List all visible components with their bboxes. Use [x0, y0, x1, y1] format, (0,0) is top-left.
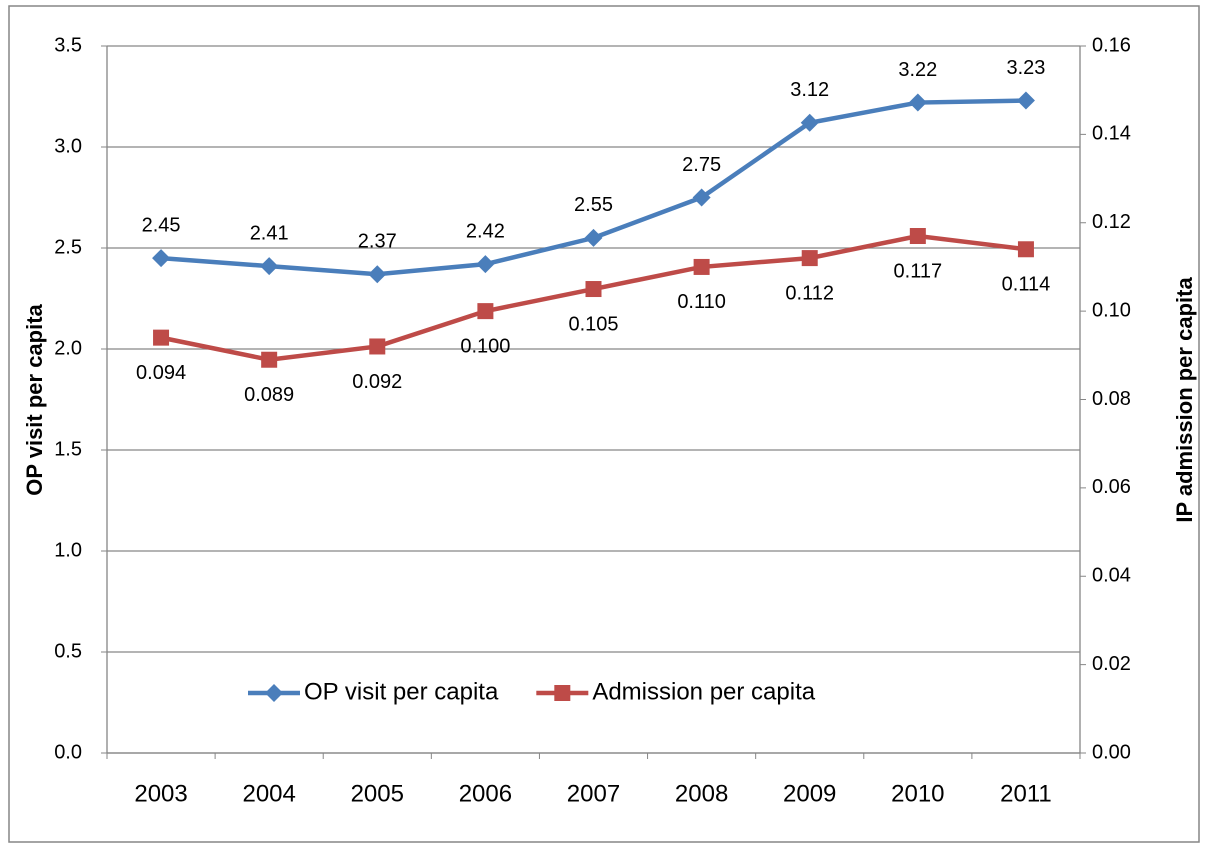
- data-label: 0.110: [677, 291, 726, 313]
- x-tick-label: 2008: [675, 780, 728, 807]
- y2-tick-label: 0.08: [1092, 388, 1131, 410]
- data-point: [801, 250, 818, 267]
- data-point: [692, 188, 711, 207]
- y-tick-label: 2.0: [54, 337, 82, 359]
- data-label: 2.41: [250, 222, 289, 244]
- legend-marker: [265, 684, 283, 702]
- data-label: 0.094: [136, 362, 186, 384]
- y-tick-label: 3.0: [54, 135, 82, 157]
- data-point: [260, 257, 279, 276]
- y2-tick-label: 0.00: [1092, 741, 1131, 763]
- y2-tick-label: 0.12: [1092, 211, 1131, 233]
- data-point: [909, 228, 926, 245]
- data-label: 0.089: [244, 384, 294, 406]
- data-label: 3.22: [898, 59, 937, 81]
- data-label: 2.75: [682, 154, 721, 176]
- x-tick-label: 2006: [459, 780, 512, 807]
- data-point: [368, 265, 387, 284]
- data-point: [152, 249, 171, 268]
- data-point: [369, 338, 386, 355]
- data-point: [1017, 241, 1034, 258]
- y-tick-label: 0.0: [54, 741, 82, 763]
- data-label: 0.092: [352, 371, 402, 393]
- y2-tick-label: 0.06: [1092, 476, 1131, 498]
- y2-tick-label: 0.10: [1092, 299, 1131, 321]
- y2-tick-label: 0.16: [1092, 34, 1131, 56]
- x-tick-label: 2011: [1000, 780, 1052, 807]
- legend-label: OP visit per capita: [304, 678, 499, 705]
- y-tick-label: 3.5: [54, 34, 82, 56]
- data-label: 0.114: [1002, 274, 1051, 296]
- x-tick-label: 2009: [783, 780, 836, 807]
- chart-frame: [8, 5, 1200, 843]
- data-label: 0.100: [460, 335, 510, 357]
- y-tick-label: 1.0: [54, 539, 82, 561]
- y2-tick-label: 0.02: [1092, 653, 1131, 675]
- data-label: 3.12: [790, 79, 829, 101]
- data-label: 2.42: [466, 220, 505, 242]
- y2-axis-title: IP admission per capita: [1172, 277, 1197, 523]
- data-label: 2.45: [142, 214, 181, 236]
- data-point: [261, 351, 278, 368]
- data-point: [693, 258, 710, 275]
- data-point: [800, 113, 819, 132]
- data-label: 3.23: [1006, 57, 1045, 79]
- data-label: 2.37: [358, 231, 397, 253]
- x-tick-label: 2010: [891, 780, 944, 807]
- y2-tick-label: 0.14: [1092, 123, 1131, 145]
- legend-label: Admission per capita: [592, 678, 815, 705]
- y2-tick-label: 0.04: [1092, 565, 1131, 587]
- data-point: [908, 93, 927, 112]
- x-tick-label: 2005: [351, 780, 404, 807]
- y-tick-label: 2.5: [54, 236, 82, 258]
- data-point: [153, 329, 170, 346]
- y-tick-label: 1.5: [54, 438, 82, 460]
- data-label: 0.105: [568, 313, 618, 335]
- data-point: [1016, 91, 1035, 110]
- x-tick-label: 2004: [242, 780, 295, 807]
- y-axis-title: OP visit per capita: [22, 303, 47, 495]
- legend-marker: [554, 685, 571, 701]
- y-tick-label: 0.5: [54, 640, 82, 662]
- x-tick-label: 2007: [567, 780, 620, 807]
- data-label: 2.55: [574, 194, 613, 216]
- data-label: 0.112: [785, 282, 834, 304]
- data-point: [585, 281, 602, 298]
- data-point: [477, 303, 494, 320]
- data-point: [476, 255, 495, 274]
- data-point: [584, 228, 603, 247]
- data-label: 0.117: [894, 260, 943, 282]
- x-tick-label: 2003: [134, 780, 187, 807]
